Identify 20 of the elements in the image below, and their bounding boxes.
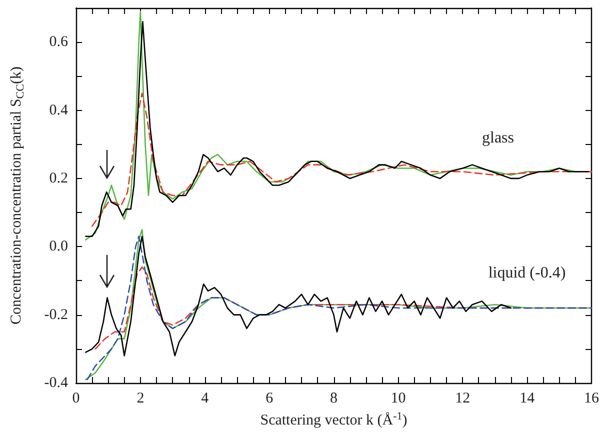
x-tick-label: 0: [72, 390, 80, 406]
x-tick-label: 6: [266, 390, 274, 406]
x-tick-label: 10: [390, 390, 406, 406]
y-tick-label: 0.2: [49, 170, 68, 186]
y-tick-label: -0.2: [44, 306, 68, 323]
y-tick-label: 0.4: [49, 102, 68, 118]
y-axis-title: Concentration-concentration partial SCC(k): [8, 66, 26, 324]
y-tick-label: 0.6: [49, 34, 68, 50]
line-series: [91, 92, 592, 227]
x-tick-label: 8: [330, 390, 338, 406]
x-tick-label: 2: [136, 390, 144, 406]
x-tick-label: 4: [201, 390, 210, 406]
x-tick-label: 14: [520, 390, 536, 406]
x-tick-label: 12: [455, 390, 470, 406]
y-tick-label: 0.0: [49, 238, 68, 255]
line-series: [94, 266, 592, 350]
annotation: liquid (-0.4): [488, 264, 566, 282]
annotation: glass: [482, 130, 514, 146]
x-tick-label: 16: [584, 390, 600, 406]
y-tick-label: -0.4: [44, 375, 68, 391]
